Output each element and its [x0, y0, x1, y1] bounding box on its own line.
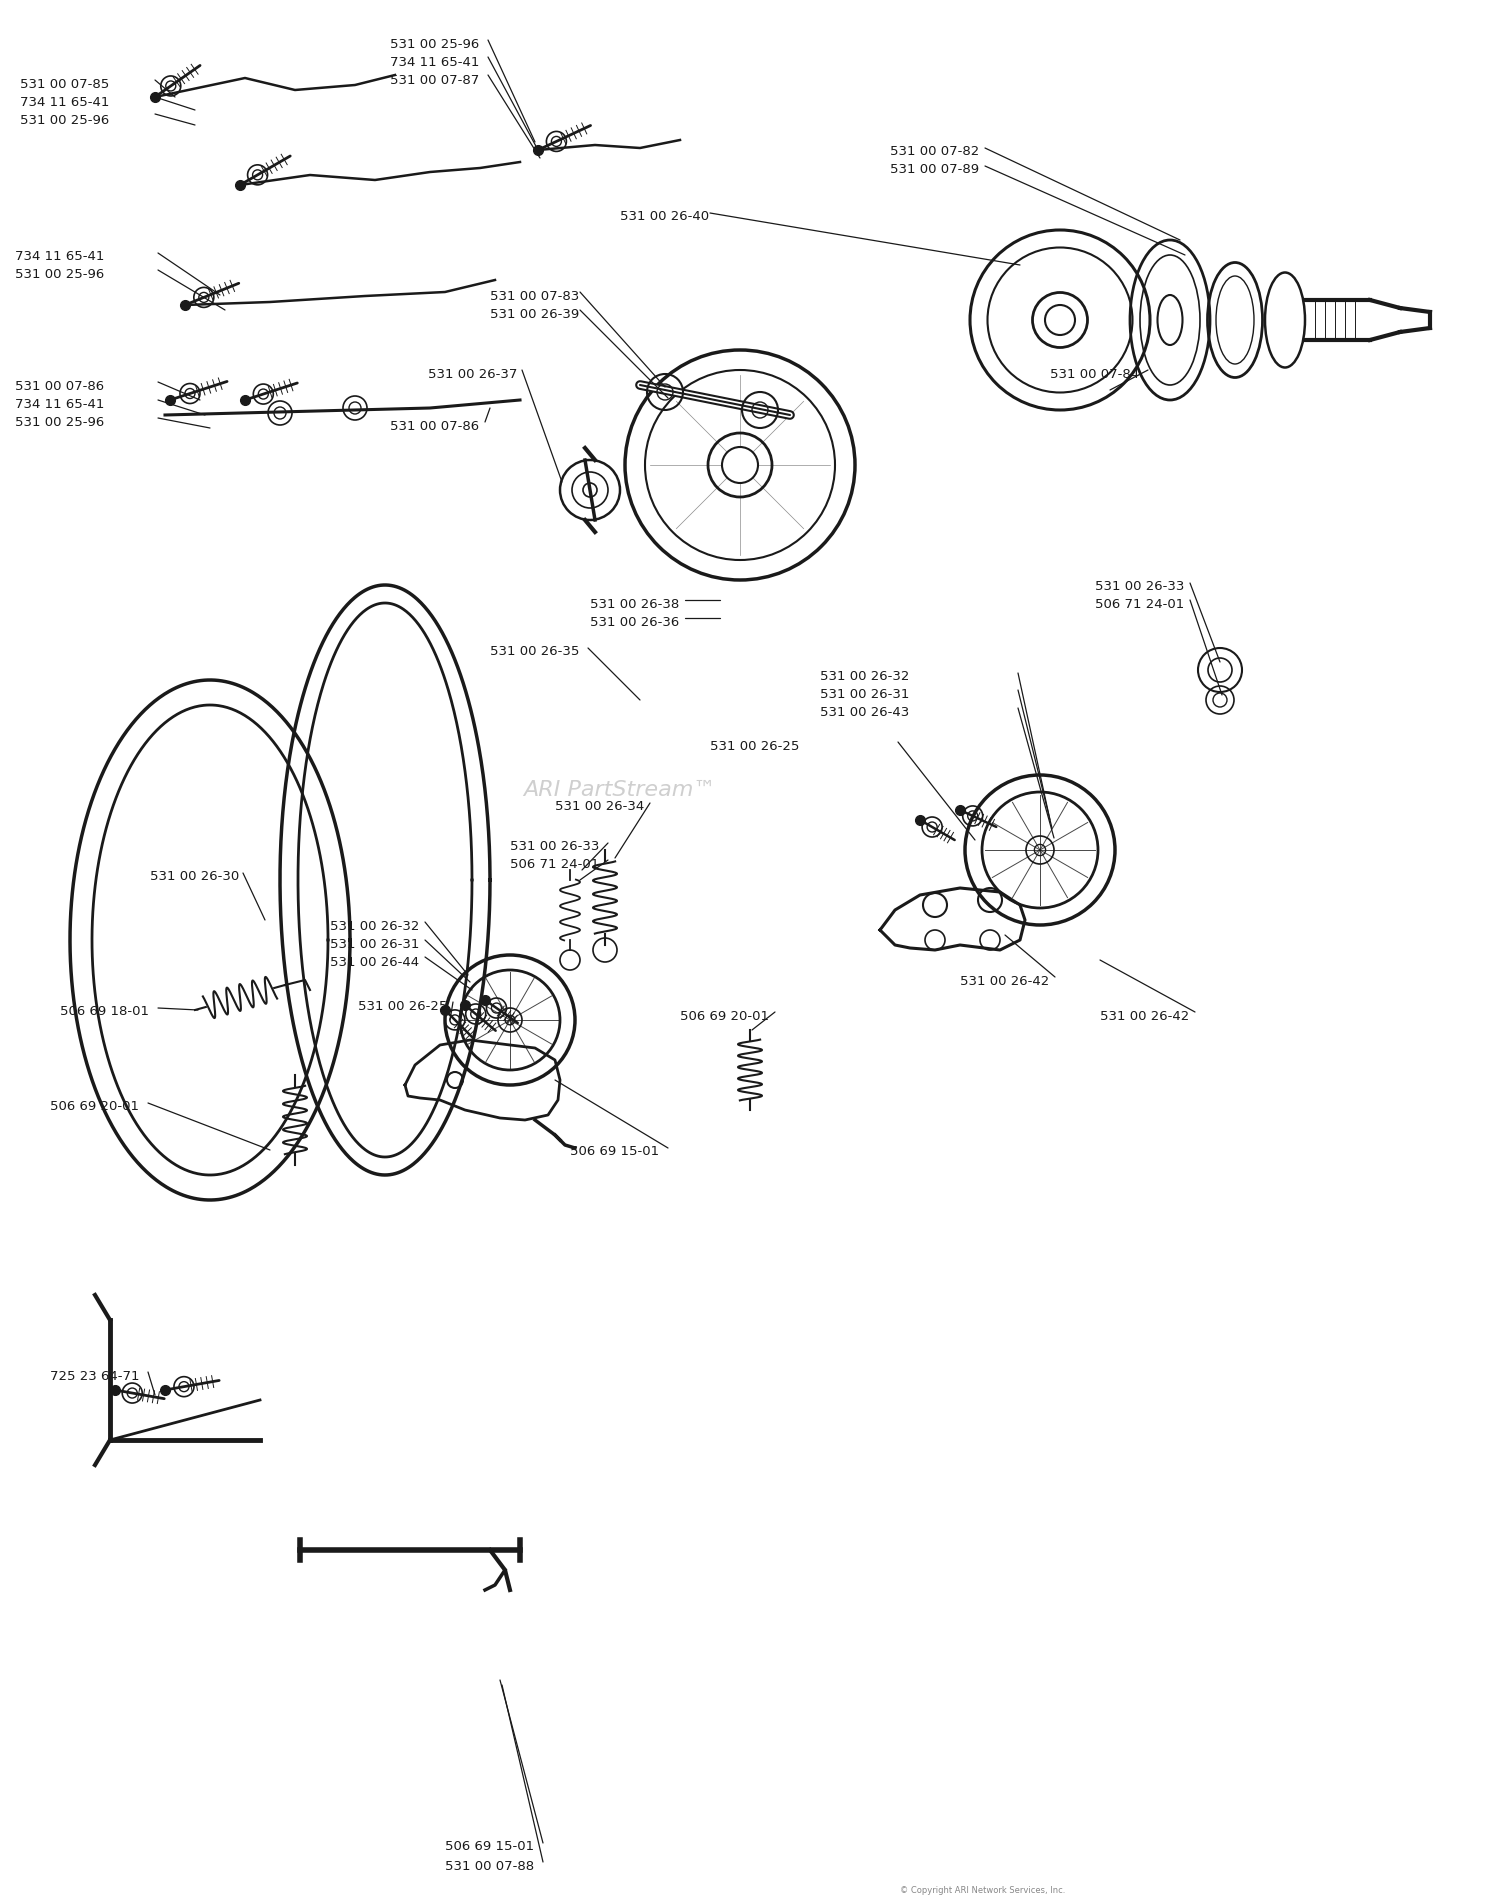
Text: ARI PartStream™: ARI PartStream™ — [524, 779, 717, 800]
Text: 531 00 26-42: 531 00 26-42 — [960, 975, 1050, 989]
Text: 531 00 25-96: 531 00 25-96 — [15, 416, 104, 430]
Text: 531 00 26-36: 531 00 26-36 — [590, 616, 680, 629]
Text: 531 00 07-89: 531 00 07-89 — [890, 163, 980, 177]
Text: 506 69 15-01: 506 69 15-01 — [570, 1144, 658, 1158]
Text: 531 00 25-96: 531 00 25-96 — [20, 114, 110, 127]
Text: 506 69 15-01: 506 69 15-01 — [446, 1840, 534, 1853]
Text: 531 00 25-96: 531 00 25-96 — [390, 38, 480, 51]
Text: © Copyright ARI Network Services, Inc.: © Copyright ARI Network Services, Inc. — [900, 1886, 1065, 1895]
Text: 734 11 65-41: 734 11 65-41 — [20, 95, 110, 108]
Text: 531 00 26-34: 531 00 26-34 — [555, 800, 645, 814]
Text: 531 00 26-25: 531 00 26-25 — [358, 1000, 447, 1013]
Text: 506 71 24-01: 506 71 24-01 — [1095, 599, 1185, 610]
Text: 531 00 26-42: 531 00 26-42 — [1100, 1009, 1190, 1023]
Text: 531 00 26-33: 531 00 26-33 — [510, 840, 600, 854]
Text: 734 11 65-41: 734 11 65-41 — [15, 251, 105, 262]
Text: 531 00 26-31: 531 00 26-31 — [821, 688, 909, 701]
Text: 531 00 26-43: 531 00 26-43 — [821, 705, 909, 719]
Text: 531 00 26-25: 531 00 26-25 — [710, 739, 800, 753]
Text: 531 00 07-87: 531 00 07-87 — [390, 74, 480, 87]
Text: 531 00 26-30: 531 00 26-30 — [150, 871, 240, 882]
Text: 531 00 07-86: 531 00 07-86 — [390, 420, 478, 433]
Text: 506 69 18-01: 506 69 18-01 — [60, 1006, 148, 1019]
Text: 506 69 20-01: 506 69 20-01 — [680, 1009, 770, 1023]
Text: 531 00 07-85: 531 00 07-85 — [20, 78, 110, 91]
Text: 531 00 26-44: 531 00 26-44 — [330, 956, 419, 970]
Text: 531 00 26-31: 531 00 26-31 — [330, 937, 420, 950]
Text: 531 00 07-86: 531 00 07-86 — [15, 380, 104, 394]
Text: 531 00 07-84: 531 00 07-84 — [1050, 369, 1138, 380]
Text: 734 11 65-41: 734 11 65-41 — [15, 397, 105, 411]
Circle shape — [1035, 844, 1046, 855]
Text: 531 00 07-82: 531 00 07-82 — [890, 144, 980, 158]
Text: 531 00 26-35: 531 00 26-35 — [490, 644, 579, 658]
Text: 531 00 07-83: 531 00 07-83 — [490, 291, 579, 302]
Text: 531 00 26-32: 531 00 26-32 — [821, 669, 909, 682]
Text: 531 00 25-96: 531 00 25-96 — [15, 268, 104, 281]
Circle shape — [506, 1015, 515, 1025]
Text: 506 69 20-01: 506 69 20-01 — [50, 1101, 140, 1112]
Text: 531 00 26-37: 531 00 26-37 — [427, 369, 518, 380]
Text: 531 00 26-39: 531 00 26-39 — [490, 308, 579, 321]
Text: 531 00 26-38: 531 00 26-38 — [590, 599, 680, 610]
Text: 531 00 26-32: 531 00 26-32 — [330, 920, 420, 933]
Text: 734 11 65-41: 734 11 65-41 — [390, 55, 480, 68]
Text: 531 00 07-88: 531 00 07-88 — [446, 1859, 534, 1872]
Text: 506 71 24-01: 506 71 24-01 — [510, 857, 598, 871]
Text: 725 23 64-71: 725 23 64-71 — [50, 1371, 140, 1384]
Text: 531 00 26-40: 531 00 26-40 — [620, 209, 710, 222]
Text: 531 00 26-33: 531 00 26-33 — [1095, 580, 1185, 593]
